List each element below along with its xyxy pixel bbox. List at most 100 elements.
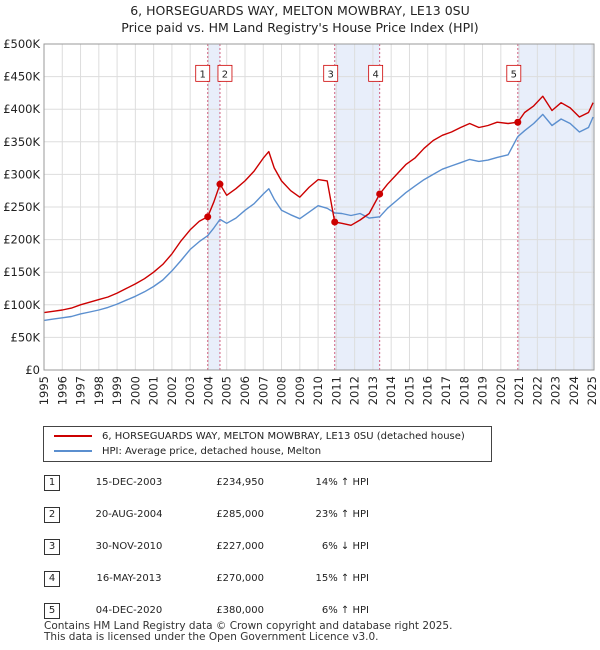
y-tick-label: £250K: [3, 200, 40, 214]
grid-lines: [43, 43, 594, 371]
y-tick-label: £50K: [11, 330, 41, 344]
x-tick-label: 2022: [530, 376, 544, 405]
x-tick-label: 2012: [348, 376, 362, 405]
tx-date: 20-AUG-2004: [95, 509, 163, 520]
y-tick-label: £500K: [3, 37, 40, 51]
y-tick-label: £400K: [3, 102, 40, 116]
y-tick-label: £300K: [3, 167, 40, 181]
legend: 6, HORSEGUARDS WAY, MELTON MOWBRAY, LE13…: [43, 426, 492, 462]
tx-hpi-change: 6% ↓ HPI: [321, 541, 369, 552]
tx-date: 15-DEC-2003: [95, 477, 163, 488]
x-tick-label: 2006: [238, 376, 252, 405]
axes: £0 £50K £100K £150K £200K £250K £300K £350K £400…: [3, 37, 599, 405]
footer-line-1: Contains HM Land Registry data © Crown c…: [44, 620, 453, 632]
table-row: 3 30-NOV-2010 £227,000 6% ↓ HPI: [44, 539, 464, 555]
tx-number-badge: 5: [44, 603, 60, 619]
tx-number-badge: 1: [44, 475, 60, 491]
x-tick-label: 2024: [567, 376, 581, 405]
x-tick-label: 2023: [549, 376, 563, 405]
footer: Contains HM Land Registry data © Crown c…: [44, 621, 452, 643]
plot-frame: [43, 43, 595, 371]
tx-hpi-change: 6% ↑ HPI: [321, 605, 369, 616]
tx-hpi-change: 14% ↑ HPI: [315, 477, 369, 488]
tx-price: £270,000: [216, 573, 264, 584]
tx-hpi-change: 23% ↑ HPI: [315, 509, 369, 520]
tx-number-badge: 4: [44, 571, 60, 587]
chart-title: 6, HORSEGUARDS WAY, MELTON MOWBRAY, LE13…: [0, 2, 600, 36]
tx-date: 16-MAY-2013: [96, 573, 162, 584]
x-tick-label: 2025: [585, 376, 599, 405]
tx-price: £227,000: [216, 541, 264, 552]
tx-number-badge: 2: [44, 507, 60, 523]
tx-number-badge: 3: [44, 539, 60, 555]
sale-label-number: 2: [222, 69, 228, 80]
sale-point: [216, 180, 224, 188]
x-tick-label: 2003: [183, 376, 197, 405]
footer-line-2: This data is licensed under the Open Gov…: [44, 631, 379, 643]
y-tick-label: £450K: [3, 70, 40, 84]
x-tick-label: 1997: [74, 376, 88, 405]
legend-label-property: 6, HORSEGUARDS WAY, MELTON MOWBRAY, LE13…: [102, 431, 465, 442]
series-lines: [43, 95, 594, 322]
tx-date: 30-NOV-2010: [95, 541, 163, 552]
sale-label-box: [323, 64, 339, 82]
x-tick-label: 2008: [275, 376, 289, 405]
sale-label-number: 4: [372, 69, 378, 80]
x-tick-label: 2020: [494, 376, 508, 405]
x-tick-label: 1995: [37, 376, 51, 405]
x-tick-label: 2007: [256, 376, 270, 405]
y-tick-label: £100K: [3, 298, 40, 312]
sale-label-number: 3: [328, 69, 334, 80]
x-tick-label: 2010: [311, 376, 325, 405]
title-line-1: 6, HORSEGUARDS WAY, MELTON MOWBRAY, LE13…: [130, 3, 470, 18]
sale-points: [204, 118, 522, 226]
tx-price: £234,950: [216, 477, 264, 488]
legend-item-hpi: HPI: Average price, detached house, Melt…: [54, 445, 321, 459]
y-tick-label: £200K: [3, 233, 40, 247]
sale-point: [204, 213, 212, 221]
x-tick-label: 2001: [147, 376, 161, 405]
y-tick-label: £0: [25, 363, 40, 377]
table-row: 2 20-AUG-2004 £285,000 23% ↑ HPI: [44, 507, 464, 523]
sale-label-number: 1: [200, 69, 206, 80]
title-line-2: Price paid vs. HM Land Registry's House …: [121, 20, 479, 35]
sale-point: [376, 190, 384, 198]
sale-label-box: [217, 64, 233, 82]
table-row: 4 16-MAY-2013 £270,000 15% ↑ HPI: [44, 571, 464, 587]
x-tick-label: 2011: [329, 376, 343, 405]
sale-label-box: [368, 64, 384, 82]
x-tick-label: 2005: [220, 376, 234, 405]
x-tick-label: 2014: [384, 376, 398, 405]
sale-label-number: 5: [511, 69, 517, 80]
sale-number-labels: 1 2 3 4 5: [195, 64, 522, 82]
chart-svg: 1 2 3 4 5 £0 £50K £100K £150K £200K £250K £300K £35…: [3, 37, 599, 405]
x-tick-label: 1996: [55, 376, 69, 405]
x-tick-label: 1998: [92, 376, 106, 405]
x-tick-label: 1999: [110, 376, 124, 405]
legend-item-property: 6, HORSEGUARDS WAY, MELTON MOWBRAY, LE13…: [54, 430, 465, 444]
tx-hpi-change: 15% ↑ HPI: [315, 573, 369, 584]
legend-swatch-hpi: [54, 450, 92, 452]
tx-date: 04-DEC-2020: [95, 605, 163, 616]
x-tick-label: 2002: [165, 376, 179, 405]
tx-price: £285,000: [216, 509, 264, 520]
x-tick-label: 2015: [402, 376, 416, 405]
sale-point: [514, 118, 522, 126]
property-price-line: [43, 95, 594, 314]
x-tick-label: 2009: [293, 376, 307, 405]
hpi-line: [43, 113, 594, 322]
x-tick-label: 2018: [457, 376, 471, 405]
y-tick-label: £350K: [3, 135, 40, 149]
legend-swatch-property: [54, 435, 92, 437]
x-tick-label: 2019: [476, 376, 490, 405]
x-tick-label: 2000: [128, 376, 142, 405]
x-tick-label: 2016: [421, 376, 435, 405]
legend-label-hpi: HPI: Average price, detached house, Melt…: [102, 446, 322, 457]
y-tick-label: £150K: [3, 265, 40, 279]
x-tick-label: 2004: [201, 376, 215, 405]
table-row: 1 15-DEC-2003 £234,950 14% ↑ HPI: [44, 475, 464, 491]
x-tick-label: 2013: [366, 376, 380, 405]
x-tick-label: 2021: [512, 376, 526, 405]
tx-price: £380,000: [216, 605, 264, 616]
x-tick-label: 2017: [439, 376, 453, 405]
